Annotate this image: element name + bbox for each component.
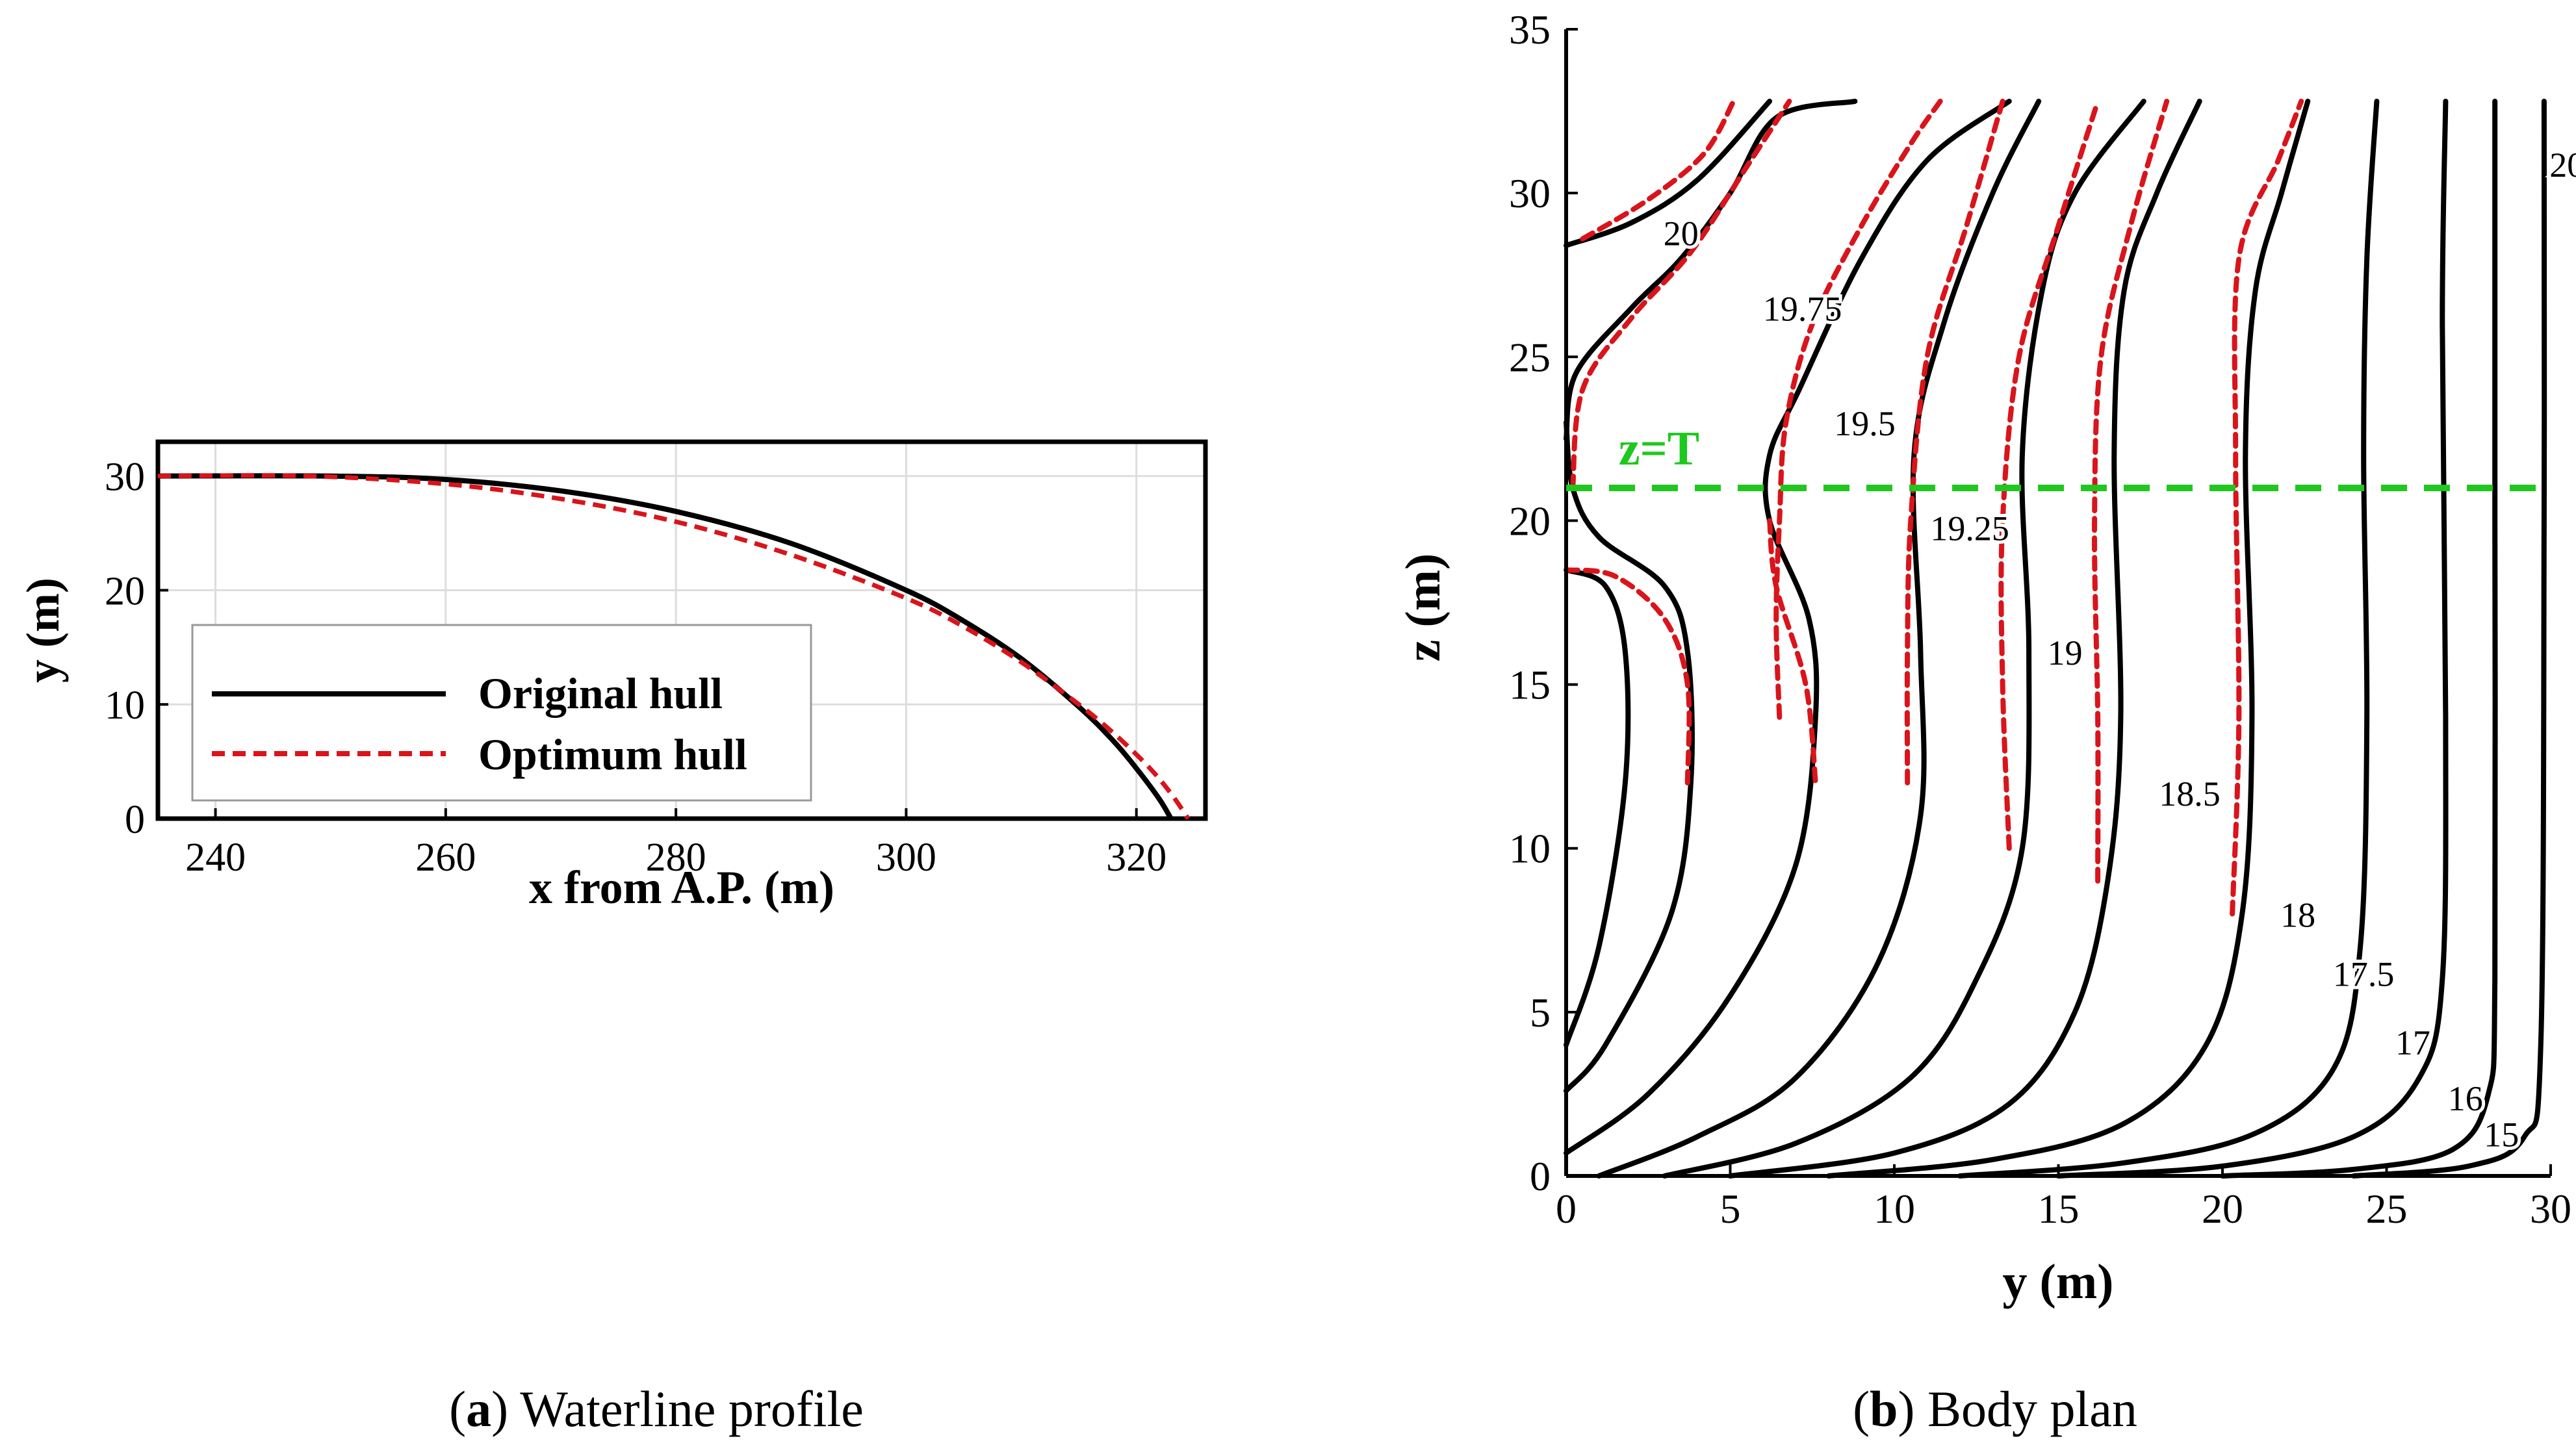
panel-a-x-tick-label: 300 — [876, 835, 936, 880]
panel-b-caption: (b) Body plan — [1853, 1381, 2137, 1437]
station-optimum-curve-18 — [2230, 98, 2304, 917]
panel-b-ticks: 0 5 10 15 20 25 30 0 5 10 15 20 25 30 35 — [1509, 6, 2571, 1232]
station-label: 15 — [2484, 1115, 2519, 1154]
panel-a-y-tick-label: 30 — [105, 455, 145, 500]
station-label: 18.5 — [2159, 774, 2221, 813]
station-original-curve-18-5 — [1727, 98, 2202, 1179]
panel-a-caption: (a) Waterline profile — [449, 1381, 864, 1437]
panel-b-x-tick-label: 15 — [2038, 1186, 2080, 1232]
panel-b-y-tick-label: 0 — [1530, 1153, 1551, 1199]
station-optimum-curve-19-5 — [1773, 98, 1943, 720]
panel-b-y-axis-title: z (m) — [1396, 554, 1450, 662]
station-original-curve-20 — [1564, 98, 1858, 442]
panel-b-x-tick-label: 30 — [2530, 1186, 2571, 1232]
panel-b-y-tick-label: 35 — [1509, 6, 1551, 53]
panel-b-y-tick-label: 10 — [1509, 826, 1551, 872]
station-optimum-curve-18-5 — [2092, 98, 2170, 884]
caption-b-letter: b — [1870, 1381, 1898, 1437]
legend-label-optimum: Optimum hull — [478, 730, 747, 779]
station-label: 18 — [2280, 896, 2315, 935]
panel-a-x-tick-label: 240 — [185, 835, 246, 880]
series-original-hull — [157, 473, 1174, 821]
panel-b-y-tick-label: 30 — [1509, 170, 1551, 216]
series-optimum-hull — [157, 473, 1191, 820]
station-optimum-curve-19 — [1998, 98, 2101, 851]
station-label: 17.5 — [2333, 954, 2395, 993]
panel-a-x-axis-title: x from A.P. (m) — [529, 861, 834, 913]
panel-b-x-tick-label: 10 — [1874, 1186, 1915, 1232]
panel-a-x-tick-label: 260 — [415, 835, 476, 880]
station-original-curve-20 — [1564, 420, 1695, 1093]
station-original-curve-20-1 — [1564, 98, 1773, 248]
panel-b-x-tick-label: 25 — [2366, 1186, 2408, 1232]
legend-box — [191, 624, 812, 802]
station-label: 19 — [2048, 633, 2083, 672]
panel-b-x-tick-label: 20 — [2202, 1186, 2243, 1232]
station-optimum-curve-19-25 — [1904, 98, 2005, 785]
station-label: 20 — [1664, 214, 1699, 253]
panel-a-y-tick-label: 20 — [105, 569, 145, 613]
panel-a-y-tick-label: 0 — [125, 798, 145, 842]
panel-a-ticks: 240 260 280 300 320 0 10 20 30 — [105, 455, 1166, 880]
legend-label-original: Original hull — [478, 669, 723, 718]
panel-b-y-tick-label: 25 — [1509, 334, 1551, 380]
station-original-curve-18 — [1826, 98, 2311, 1179]
station-label: 19.75 — [1763, 290, 1842, 329]
panel-a-series — [157, 473, 1191, 821]
station-original-curve-20 — [1564, 567, 1631, 1048]
panel-a-plot-frame — [155, 439, 1208, 821]
panel-b-y-tick-label: 5 — [1530, 989, 1551, 1036]
panel-b-y-tick-label: 20 — [1509, 498, 1551, 544]
panel-a-x-tick-label: 320 — [1106, 835, 1166, 880]
station-label: 17 — [2395, 1023, 2430, 1062]
station-original-curve-17-5 — [1957, 98, 2380, 1179]
panel-a-waterline-chart: 240 260 280 300 320 0 10 20 30 x from A.P. (m) y… — [17, 439, 1208, 1437]
station-optimum-curve-20 — [1564, 567, 1692, 785]
panel-a-legend: Original hull Optimum hull — [191, 624, 812, 802]
draft-line-label: z=T — [1619, 422, 1699, 476]
station-label: 20.1 — [2549, 146, 2576, 185]
caption-a-letter: a — [466, 1381, 491, 1437]
panel-b-x-tick-label: 0 — [1556, 1186, 1577, 1232]
panel-b-x-tick-label: 5 — [1720, 1186, 1741, 1232]
station-original-curve-19-75 — [1564, 98, 2012, 1156]
station-original-curve-15 — [2351, 98, 2547, 1179]
caption-b-text: Body plan — [1927, 1381, 2137, 1437]
station-label: 19.5 — [1834, 404, 1896, 443]
station-original-curve-17 — [2055, 98, 2449, 1179]
station-label: 16 — [2448, 1079, 2483, 1118]
panel-b-y-tick-label: 15 — [1509, 662, 1551, 708]
station-optimum-curve-19-75 — [1767, 518, 1818, 785]
panel-a-y-axis-title: y (m) — [17, 578, 69, 683]
panel-a-y-tick-label: 10 — [105, 683, 145, 728]
station-optimum-curve-20-1 — [1580, 98, 1736, 242]
station-label: 19.25 — [1930, 509, 2009, 548]
station-original-curve-19-25 — [1596, 98, 2042, 1179]
caption-a-text: Waterline profile — [520, 1381, 864, 1437]
panel-a-x-tick-label: 280 — [646, 835, 706, 880]
station-optimum-curve-20 — [1570, 98, 1792, 491]
station-original-curve-16 — [2220, 98, 2498, 1179]
panel-b-x-axis-title: y (m) — [2003, 1255, 2114, 1309]
panel-b-series — [1564, 98, 2547, 1179]
